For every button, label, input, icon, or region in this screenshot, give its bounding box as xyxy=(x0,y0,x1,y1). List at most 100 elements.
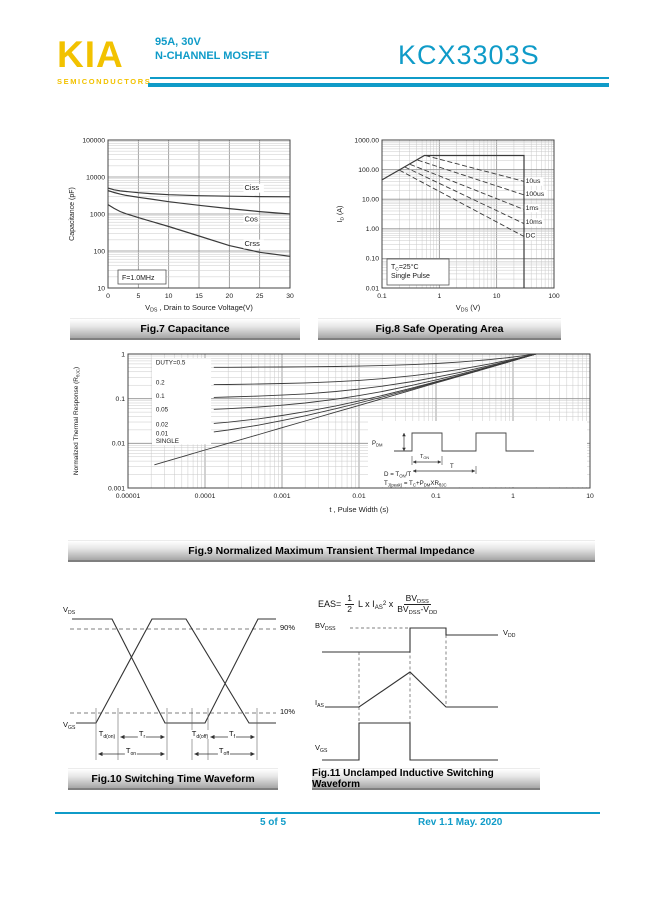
svg-text:0.01: 0.01 xyxy=(366,285,379,292)
svg-text:0.1: 0.1 xyxy=(431,493,441,500)
footer-rule xyxy=(55,812,600,814)
svg-text:ID (A): ID (A) xyxy=(337,206,346,223)
ias-trace xyxy=(322,671,498,708)
svg-text:25: 25 xyxy=(256,293,264,300)
pct10-label: 10% xyxy=(279,707,297,717)
toff-label: Toff xyxy=(217,746,231,757)
svg-text:10: 10 xyxy=(97,285,105,292)
formula-frac-bv: BVDSS BVDSS-VDD xyxy=(397,593,438,616)
svg-text:0: 0 xyxy=(106,293,110,300)
vds-trace xyxy=(72,618,276,724)
svg-text:0.05: 0.05 xyxy=(156,406,169,413)
spec-line1: 95A, 30V xyxy=(155,36,201,48)
svg-text:1: 1 xyxy=(511,493,515,500)
svg-text:0.00001: 0.00001 xyxy=(116,493,141,500)
svg-text:1: 1 xyxy=(437,293,441,300)
svg-text:0.02: 0.02 xyxy=(156,421,169,428)
svg-text:Ciss: Ciss xyxy=(245,183,260,192)
pct90-label: 90% xyxy=(279,623,297,633)
svg-text:TJ(peak) = TC+PDMXRθJC: TJ(peak) = TC+PDMXRθJC xyxy=(384,480,447,487)
svg-text:100us: 100us xyxy=(526,191,545,198)
measure-arrows xyxy=(98,734,255,757)
formula-lhs: EAS= xyxy=(318,599,342,610)
fig7-caption: Fig.7 Capacitance xyxy=(70,318,300,340)
svg-text:0.01: 0.01 xyxy=(156,431,169,438)
svg-text:0.001: 0.001 xyxy=(273,493,290,500)
fig8-caption: Fig.8 Safe Operating Area xyxy=(318,318,561,340)
svg-text:DUTY=0.5: DUTY=0.5 xyxy=(156,360,186,367)
vgs-label: VGS xyxy=(314,743,329,754)
svg-text:Single Pulse: Single Pulse xyxy=(391,273,430,280)
svg-text:20: 20 xyxy=(226,293,234,300)
svg-text:0.01: 0.01 xyxy=(352,493,365,500)
svg-text:10: 10 xyxy=(493,293,501,300)
svg-text:F=1.0MHz: F=1.0MHz xyxy=(122,275,155,282)
svg-text:T: T xyxy=(450,464,454,470)
svg-text:1000.00: 1000.00 xyxy=(354,137,379,144)
svg-text:10: 10 xyxy=(586,493,594,500)
svg-text:1.00: 1.00 xyxy=(366,226,379,233)
svg-text:D = TON/T: D = TON/T xyxy=(384,471,411,478)
svg-text:0.10: 0.10 xyxy=(366,256,379,263)
svg-text:0.2: 0.2 xyxy=(156,380,165,387)
svg-text:0.001: 0.001 xyxy=(108,485,125,492)
svg-text:SINGLE: SINGLE xyxy=(156,438,179,445)
svg-text:10.00: 10.00 xyxy=(362,197,379,204)
svg-text:TON: TON xyxy=(420,454,429,460)
fig11-waveform-svg xyxy=(322,627,498,761)
fig10-waveform-svg xyxy=(70,618,276,760)
vgs-trace xyxy=(322,722,498,761)
svg-text:10ms: 10ms xyxy=(526,219,543,226)
ias-label: IAS xyxy=(314,698,325,709)
header: KIA SEMICONDUCTORS xyxy=(57,36,151,86)
svg-text:0.0001: 0.0001 xyxy=(195,493,216,500)
svg-text:Crss: Crss xyxy=(245,239,261,248)
ton-label: Ton xyxy=(124,746,138,757)
fig8-soa-chart: 10us 100us 1ms 10ms DC 0.1 1 10 100 0.01 0.10 1.00 1… xyxy=(318,132,562,342)
svg-text:Cos: Cos xyxy=(245,215,259,224)
tr-label: Tr xyxy=(137,729,147,740)
svg-text:15: 15 xyxy=(195,293,203,300)
fig8-plot: 10us 100us 1ms 10ms DC 0.1 1 10 100 0.01 0.10 1.00 1… xyxy=(337,137,560,314)
svg-text:0.1: 0.1 xyxy=(377,293,387,300)
svg-text:0.1: 0.1 xyxy=(156,393,165,400)
svg-text:VDS (V): VDS (V) xyxy=(456,303,481,314)
part-number: KCX3303S xyxy=(398,40,540,70)
fig10-switching-time-diagram: VDS VGS 90% 10% Td(on) Tr Td(off) Tf Ton… xyxy=(60,596,300,790)
svg-text:100.00: 100.00 xyxy=(358,167,379,174)
fig7-plot: Ciss Cos Crss 0 5 10 15 20 25 30 10 100 1000 10000 100… xyxy=(69,137,294,313)
svg-text:t , Pulse Width (s): t , Pulse Width (s) xyxy=(329,505,389,514)
fig11-caption: Fig.11 Unclamped Inductive Switching Wav… xyxy=(312,768,540,790)
vdd-label: VDD xyxy=(502,628,517,639)
logo-subtext: SEMICONDUCTORS xyxy=(57,77,152,86)
header-rule-thin xyxy=(150,77,609,79)
svg-text:PDM: PDM xyxy=(372,441,383,447)
fig9-caption: Fig.9 Normalized Maximum Transient Therm… xyxy=(68,540,595,562)
svg-text:5: 5 xyxy=(136,293,140,300)
svg-text:100: 100 xyxy=(94,248,106,255)
tf-label: Tf xyxy=(227,729,237,740)
td-on-label: Td(on) xyxy=(97,729,117,740)
svg-text:DC: DC xyxy=(526,233,536,240)
svg-text:1ms: 1ms xyxy=(526,205,539,212)
svg-text:10us: 10us xyxy=(526,178,541,185)
vds-label: VDS xyxy=(62,605,77,616)
fig10-caption: Fig.10 Switching Time Waveform xyxy=(68,768,278,790)
device-spec: 95A, 30V N-CHANNEL MOSFET xyxy=(155,35,269,63)
fig7-capacitance-chart: Ciss Cos Crss 0 5 10 15 20 25 30 10 100 1000 10000 100… xyxy=(62,132,304,342)
footer-revision: Rev 1.1 May. 2020 xyxy=(418,817,503,828)
svg-text:0.01: 0.01 xyxy=(112,441,125,448)
header-rule-thick xyxy=(148,83,609,87)
svg-text:10: 10 xyxy=(165,293,173,300)
fig9-thermal-impedance-chart: DUTY=0.5 0.2 0.1 0.05 0.02 0.01 SINGLE 0.00001 0… xyxy=(68,348,598,562)
svg-text:10000: 10000 xyxy=(86,174,105,181)
svg-text:TC=25°C: TC=25°C xyxy=(391,263,419,273)
spec-line2: N-CHANNEL MOSFET xyxy=(155,50,270,62)
formula-mid: L x IAS2 x xyxy=(358,599,394,612)
vgs-trace xyxy=(72,618,276,724)
svg-text:Normalized Thermal Response (R: Normalized Thermal Response (RθJC) xyxy=(73,367,80,475)
